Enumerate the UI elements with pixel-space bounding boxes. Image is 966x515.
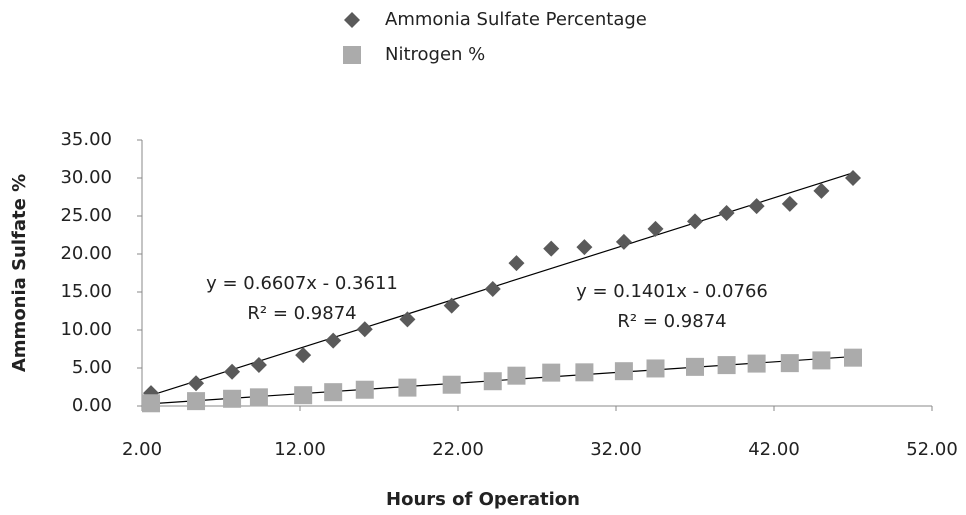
point xyxy=(295,347,312,364)
equation-label: y = 0.6607x - 0.3611 xyxy=(206,273,398,294)
y-tick-label: 10.00 xyxy=(60,319,112,340)
y-tick-label: 35.00 xyxy=(60,129,112,150)
y-tick-label: 25.00 xyxy=(60,205,112,226)
legend-marker xyxy=(343,46,361,64)
point xyxy=(717,356,736,375)
point xyxy=(223,389,242,408)
y-tick-label: 20.00 xyxy=(60,243,112,264)
point xyxy=(747,354,766,373)
point xyxy=(224,363,241,380)
point xyxy=(646,359,665,378)
x-tick-label: 2.00 xyxy=(122,439,162,460)
point xyxy=(484,280,501,297)
legend-marker xyxy=(344,12,360,28)
point xyxy=(543,240,560,257)
point xyxy=(324,383,343,402)
y-tick-label: 0.00 xyxy=(72,395,112,416)
trendline xyxy=(150,355,854,405)
point xyxy=(687,213,703,230)
point xyxy=(325,332,342,349)
point xyxy=(647,220,664,237)
point xyxy=(781,195,798,212)
point xyxy=(614,362,633,381)
point xyxy=(780,354,799,373)
point xyxy=(812,351,831,370)
point xyxy=(355,380,374,399)
point xyxy=(542,363,561,382)
point xyxy=(507,366,526,385)
point xyxy=(575,363,594,382)
x-tick-label: 52.00 xyxy=(906,439,958,460)
x-tick-label: 32.00 xyxy=(590,439,642,460)
point xyxy=(718,204,735,221)
x-tick-label: 12.00 xyxy=(274,439,326,460)
point xyxy=(399,311,416,328)
y-tick-label: 15.00 xyxy=(60,281,112,302)
point xyxy=(356,321,373,338)
legend-label: Ammonia Sulfate Percentage xyxy=(385,9,647,30)
point xyxy=(508,255,525,272)
x-tick-label: 42.00 xyxy=(748,439,800,460)
legend-label: Nitrogen % xyxy=(385,44,485,65)
y-tick-label: 5.00 xyxy=(72,357,112,378)
point xyxy=(294,386,313,405)
point xyxy=(142,394,161,413)
point xyxy=(442,375,461,394)
y-axis-title: Ammonia Sulfate % xyxy=(9,174,30,372)
equation-label: R² = 0.9874 xyxy=(617,311,726,332)
point xyxy=(576,239,593,256)
point xyxy=(686,357,704,376)
point xyxy=(813,182,830,199)
x-axis-title: Hours of Operation xyxy=(386,489,580,510)
x-tick-label: 22.00 xyxy=(432,439,484,460)
point xyxy=(483,372,502,391)
point xyxy=(250,356,267,373)
point xyxy=(615,233,632,250)
point xyxy=(845,170,861,186)
trendline xyxy=(150,172,854,396)
equation-label: y = 0.1401x - 0.0766 xyxy=(576,281,768,302)
point xyxy=(187,392,206,411)
equation-label: R² = 0.9874 xyxy=(247,303,356,324)
point xyxy=(844,348,862,367)
point xyxy=(398,378,417,397)
point xyxy=(443,297,460,314)
point xyxy=(188,375,205,392)
point xyxy=(249,388,268,407)
y-tick-label: 30.00 xyxy=(60,167,112,188)
point xyxy=(748,198,765,215)
